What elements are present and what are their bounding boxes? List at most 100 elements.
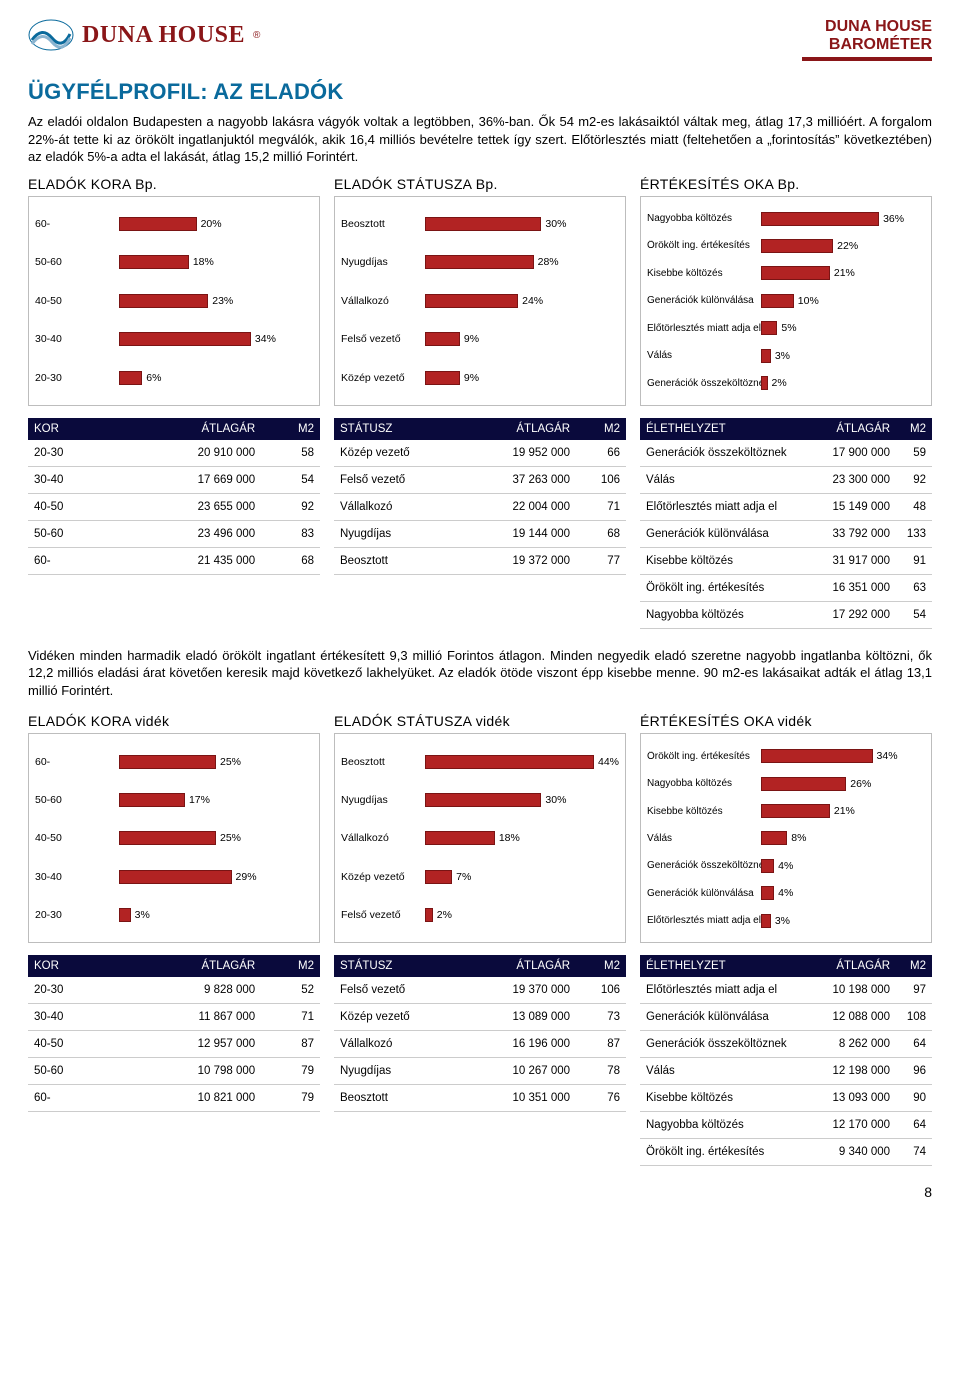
table-row: Generációk különválása33 792 000133: [640, 520, 932, 547]
table-row: 50-6023 496 00083: [28, 520, 320, 547]
table-cell: 74: [896, 1139, 932, 1166]
bar-label: Előtörlesztés miatt adja el: [647, 323, 761, 334]
bar-fill: [761, 321, 777, 335]
table-row: Beosztott10 351 00076: [334, 1085, 626, 1112]
bar-value: 18%: [193, 256, 214, 268]
table-cell: 40-50: [28, 1031, 115, 1058]
table-row: Örökölt ing. értékesítés16 351 00063: [640, 574, 932, 601]
chart-oka-videk: Örökölt ing. értékesítés34%Nagyobba költ…: [640, 733, 932, 943]
trademark-icon: ®: [253, 30, 260, 41]
bar-value: 3%: [135, 909, 150, 921]
bar-track: 25%: [119, 755, 313, 769]
bar-label: Válás: [647, 833, 761, 844]
bar-label: Generációk összeköltöznek: [647, 860, 761, 871]
bar-label: 60-: [35, 756, 119, 768]
bar-row: 30-4034%: [35, 332, 313, 346]
bar-fill: [425, 908, 433, 922]
table-row: Nyugdíjas19 144 00068: [334, 520, 626, 547]
table-cell: 54: [261, 466, 320, 493]
table-elet-bp: ÉLETHELYZETÁTLAGÁRM2Generációk összekölt…: [640, 418, 932, 629]
bar-label: 20-30: [35, 372, 119, 384]
table-cell: 12 088 000: [816, 1004, 896, 1031]
bar-row: Beosztott 30%: [341, 217, 619, 231]
bar-value: 20%: [201, 218, 222, 230]
bar-track: 6%: [119, 371, 313, 385]
bar-track: 5%: [761, 321, 925, 335]
table-cell: 58: [261, 440, 320, 467]
table-cell: 92: [261, 493, 320, 520]
table-cell: 16 351 000: [816, 574, 896, 601]
chart-statusz-videk: Beosztott44%Nyugdíjas30%Vállalkozó18%Köz…: [334, 733, 626, 943]
bar-label: 40-50: [35, 295, 119, 307]
bar-track: 4%: [761, 859, 925, 873]
table-cell: 79: [261, 1058, 320, 1085]
bar-label: 20-30: [35, 909, 119, 921]
table-header-cell: ÁTLAGÁR: [816, 955, 896, 977]
bar-label: 40-50: [35, 832, 119, 844]
bar-fill: [119, 870, 232, 884]
chart-statusz-bp: Beosztott30%Nyugdíjas28%Vállalkozó24%Fel…: [334, 196, 626, 406]
section-headings-bp: ELADÓK KORA Bp. ELADÓK STÁTUSZA Bp. ÉRTÉ…: [28, 176, 932, 192]
bar-track: 9%: [425, 371, 619, 385]
table-row: 40-5012 957 00087: [28, 1031, 320, 1058]
data-table: STÁTUSZÁTLAGÁRM2Közép vezető19 952 00066…: [334, 418, 626, 575]
wave-icon: [28, 18, 74, 52]
bar-fill: [425, 870, 452, 884]
bar-fill: [761, 266, 830, 280]
bar-value: 28%: [538, 256, 559, 268]
bar-row: Nyugdíjas30%: [341, 793, 619, 807]
bar-track: 3%: [761, 349, 925, 363]
table-cell: Nagyobba költözés: [640, 601, 816, 628]
table-header-cell: M2: [576, 418, 626, 440]
table-cell: 20-30: [28, 977, 115, 1004]
table-cell: 52: [261, 977, 320, 1004]
table-cell: Vállalkozó: [334, 493, 465, 520]
table-cell: 30-40: [28, 1004, 115, 1031]
table-cell: Kisebbe költözés: [640, 1085, 816, 1112]
bar-row: 20-306%: [35, 371, 313, 385]
table-cell: 8 262 000: [816, 1031, 896, 1058]
bar-label: Felső vezető: [341, 909, 425, 921]
bar-track: 21%: [761, 804, 925, 818]
bar-fill: [425, 332, 460, 346]
table-cell: 20 910 000: [115, 440, 261, 467]
bar-label: Beosztott: [341, 218, 425, 230]
table-cell: 11 867 000: [115, 1004, 261, 1031]
table-cell: 50-60: [28, 520, 115, 547]
chart-kora-bp: 60-20%50-6018%40-5023%30-4034%20-306%: [28, 196, 320, 406]
table-cell: 19 952 000: [465, 440, 576, 467]
bar-label: 30-40: [35, 333, 119, 345]
bar-value: 22%: [837, 240, 858, 252]
table-cell: 23 655 000: [115, 493, 261, 520]
table-cell: Beosztott: [334, 547, 465, 574]
bar-value: 30%: [545, 218, 566, 230]
bar-label: Nyugdíjas: [341, 794, 425, 806]
bar-value: 3%: [775, 350, 790, 362]
data-table: ÉLETHELYZETÁTLAGÁRM2Generációk összekölt…: [640, 418, 932, 629]
bar-row: Generációk különválása10%: [647, 294, 925, 308]
data-table: KORÁTLAGÁRM220-3020 910 0005830-4017 669…: [28, 418, 320, 575]
bar-track: 36%: [761, 212, 925, 226]
table-cell: 22 004 000: [465, 493, 576, 520]
bar-track: 3%: [119, 908, 313, 922]
bar-fill: [761, 294, 794, 308]
table-header-cell: ÉLETHELYZET: [640, 955, 816, 977]
table-cell: 19 370 000: [465, 977, 576, 1004]
bar-value: 34%: [877, 750, 898, 762]
table-cell: Közép vezető: [334, 440, 465, 467]
bar-label: 50-60: [35, 794, 119, 806]
bar-value: 25%: [220, 756, 241, 768]
bar-row: Kisebbe költözés21%: [647, 266, 925, 280]
bar-row: Válás 8%: [647, 831, 925, 845]
bar-value: 17%: [189, 794, 210, 806]
table-cell: 17 900 000: [816, 440, 896, 467]
bar-track: 9%: [425, 332, 619, 346]
bar-fill: [761, 749, 873, 763]
table-row: Előtörlesztés miatt adja el15 149 00048: [640, 493, 932, 520]
table-row: Felső vezető37 263 000106: [334, 466, 626, 493]
table-elet-videk: ÉLETHELYZETÁTLAGÁRM2Előtörlesztés miatt …: [640, 955, 932, 1166]
table-cell: 71: [576, 493, 626, 520]
bar-value: 8%: [791, 832, 806, 844]
table-row: 20-309 828 00052: [28, 977, 320, 1004]
bar-track: 23%: [119, 294, 313, 308]
